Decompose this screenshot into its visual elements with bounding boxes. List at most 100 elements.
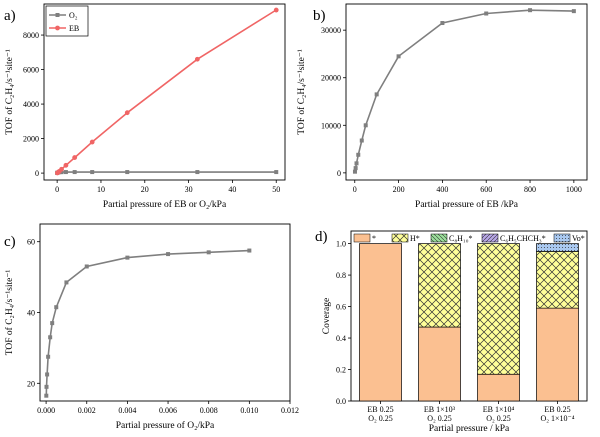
data-point — [72, 170, 77, 175]
series-line-gray — [45, 249, 250, 396]
x-tick-label: 20 — [141, 185, 149, 194]
category-label: EB 1×10³ — [424, 405, 456, 414]
series-line-gray — [56, 171, 277, 174]
data-point — [374, 92, 379, 97]
data-point — [84, 264, 89, 269]
legend-label: * — [372, 234, 376, 243]
y-tick-label: 0.2 — [336, 366, 346, 375]
category-label: EB 0.25 — [367, 405, 393, 414]
data-point — [354, 161, 359, 166]
x-tick-label: 0.008 — [200, 406, 218, 415]
y-tick-label: 0 — [35, 169, 39, 178]
data-point — [45, 372, 50, 377]
data-point — [72, 155, 78, 160]
data-point — [356, 152, 361, 157]
y-tick-label: 20 — [27, 379, 35, 388]
y-tick-label: 10000 — [321, 121, 341, 130]
data-point — [125, 255, 130, 260]
x-tick-label: 0.012 — [281, 406, 299, 415]
data-point — [63, 162, 69, 168]
legend-swatch — [430, 233, 448, 243]
x-tick-label: 0 — [55, 185, 59, 194]
y-tick-label: 60 — [27, 238, 35, 247]
plot-frame — [350, 230, 588, 402]
panel-label: a) — [4, 8, 16, 24]
data-point — [54, 305, 59, 310]
legend-label: O₂ — [69, 11, 78, 20]
data-point — [440, 21, 445, 26]
series-line-gray — [354, 9, 574, 172]
x-tick-label: 0.010 — [240, 406, 258, 415]
data-point — [273, 7, 279, 13]
data-point — [247, 248, 252, 253]
y-tick-label: 1.0 — [336, 240, 346, 249]
y-axis-label: Coverage — [322, 298, 332, 334]
y-tick-label: 20000 — [321, 74, 341, 83]
series-line-red — [56, 9, 277, 174]
data-point — [89, 139, 95, 145]
x-tick-label: 600 — [480, 185, 492, 194]
bar-segment — [536, 251, 579, 309]
data-point — [396, 54, 401, 59]
plot-frame — [43, 3, 286, 181]
panel-a: a) 0 2000 4000 6000 8000 TOF of C₂H₄/s⁻¹site⁻¹… — [4, 3, 286, 210]
panel-b: b) 0 10000 20000 30000 TOF of C₂H₄/s⁻¹site⁻¹ 0… — [296, 3, 588, 210]
category-label: O₂ 0.25 — [368, 414, 393, 423]
legend-marker — [55, 25, 60, 31]
bar-segment — [536, 307, 579, 402]
x-axis-label: Partial pressure of O₂/kPa — [116, 420, 215, 431]
data-point — [353, 166, 358, 171]
x-tick-label: 400 — [436, 185, 448, 194]
x-axis-label: Partial pressure / kPa — [429, 424, 510, 434]
data-point — [166, 252, 171, 257]
x-tick-label: 0.002 — [78, 406, 96, 415]
x-tick-label: 1000 — [566, 185, 582, 194]
y-tick-label: 4000 — [23, 100, 39, 109]
x-tick-label: 800 — [524, 185, 536, 194]
category-label: O₂ 1×10⁻⁴ — [540, 414, 574, 423]
x-tick-label: 50 — [272, 185, 280, 194]
legend-box — [45, 5, 89, 37]
x-axis-label: Partial pressure of EB or O₂/kPa — [103, 199, 227, 210]
legend-marker — [55, 13, 60, 17]
x-tick-label: 0 — [353, 185, 357, 194]
y-tick-label: 0.0 — [336, 397, 346, 406]
y-tick-label: 0.8 — [336, 271, 346, 280]
plot-frame — [39, 223, 291, 402]
x-axis-label: Partial pressure of EB /kPa — [415, 199, 519, 210]
legend-label: EB — [69, 24, 79, 33]
x-tick-label: 0.000 — [37, 406, 55, 415]
legend: O₂ EB — [45, 5, 89, 37]
data-point — [50, 321, 55, 326]
data-point — [274, 170, 279, 175]
data-point — [206, 250, 211, 255]
y-tick-label: 0.4 — [336, 334, 346, 343]
category-label: O₂ 0.25 — [427, 414, 452, 423]
legend: * H* C₈H₁₀* C₆H₅CHCH₃* Vo* — [353, 233, 585, 243]
data-point — [363, 123, 368, 128]
data-point — [44, 393, 49, 398]
plot-frame — [345, 3, 588, 181]
data-point — [46, 354, 51, 359]
bar-segment — [418, 326, 461, 402]
data-point — [359, 138, 364, 143]
data-point — [90, 170, 95, 175]
data-point — [48, 335, 53, 340]
legend-swatch — [391, 233, 409, 243]
y-axis-label: TOF of C₂H₄/s⁻¹site⁻¹ — [296, 49, 307, 135]
bar-segment — [536, 243, 579, 252]
data-point — [528, 8, 533, 13]
panel-label: d) — [315, 229, 328, 245]
y-tick-label: 0 — [337, 169, 341, 178]
x-tick-label: 30 — [185, 185, 193, 194]
x-tick-label: 200 — [393, 185, 405, 194]
legend-swatch — [553, 233, 571, 243]
y-axis-label: TOF of C₂H₄/s⁻¹site⁻¹ — [4, 270, 15, 356]
data-point — [194, 56, 200, 62]
x-tick-label: 40 — [228, 185, 236, 194]
bar-segment — [477, 373, 520, 402]
data-point — [571, 9, 576, 14]
x-tick-label: 0.006 — [159, 406, 177, 415]
